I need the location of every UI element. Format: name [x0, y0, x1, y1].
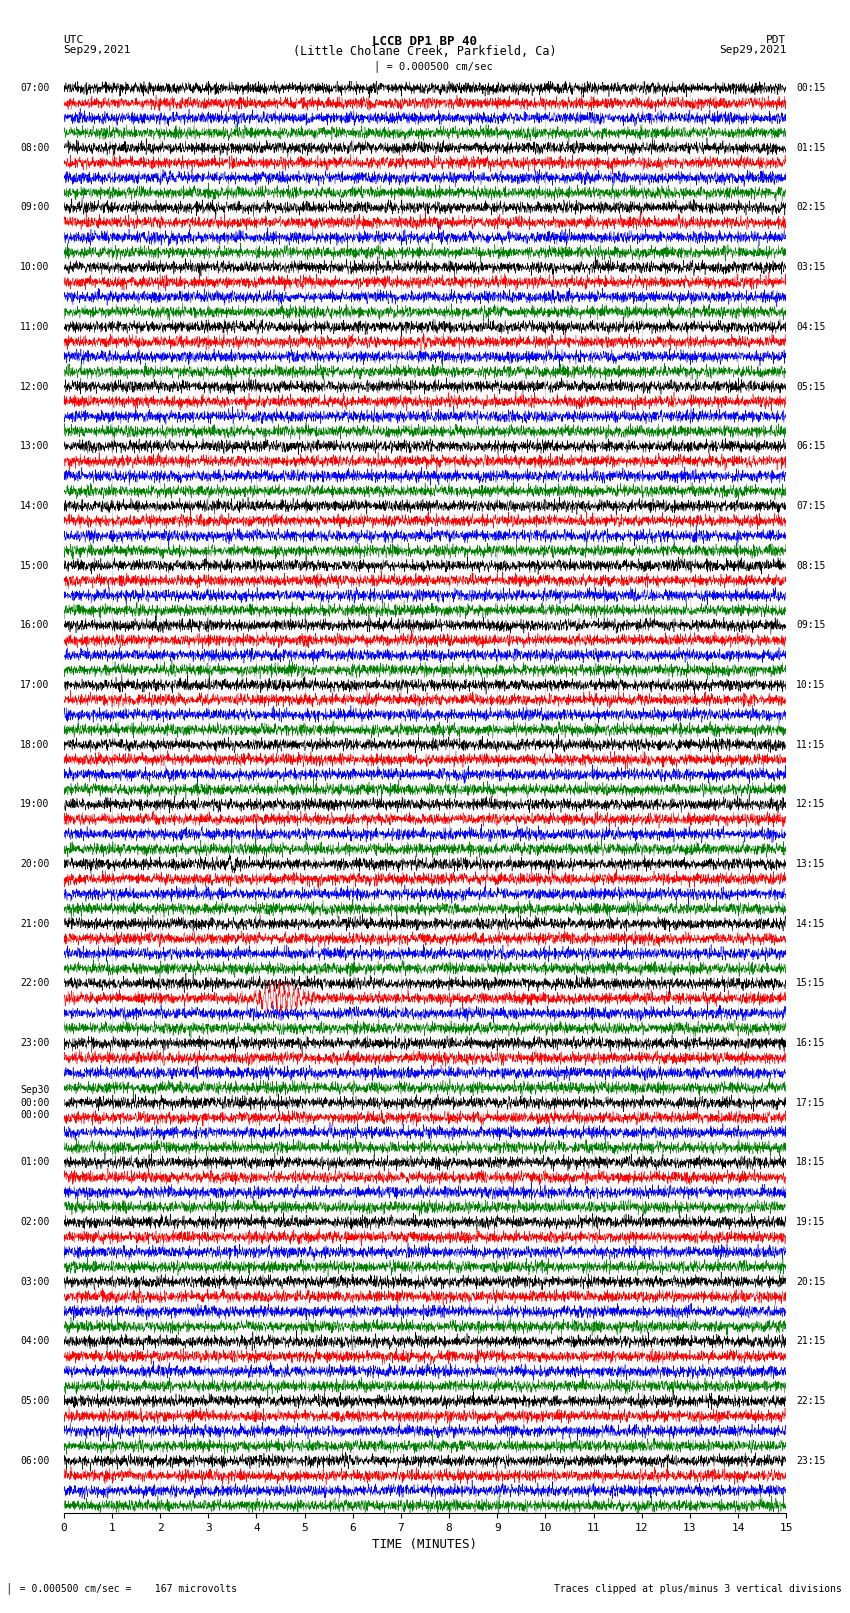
Text: 07:15: 07:15 [796, 502, 825, 511]
Text: Sep29,2021: Sep29,2021 [719, 45, 786, 55]
Text: 15:15: 15:15 [796, 979, 825, 989]
X-axis label: TIME (MINUTES): TIME (MINUTES) [372, 1539, 478, 1552]
Text: 11:15: 11:15 [796, 740, 825, 750]
Text: 15:00: 15:00 [20, 561, 49, 571]
Text: 22:15: 22:15 [796, 1397, 825, 1407]
Text: Sep29,2021: Sep29,2021 [64, 45, 131, 55]
Text: 18:15: 18:15 [796, 1158, 825, 1168]
Text: 16:15: 16:15 [796, 1039, 825, 1048]
Text: 13:00: 13:00 [20, 442, 49, 452]
Text: 04:00: 04:00 [20, 1337, 49, 1347]
Text: 09:15: 09:15 [796, 621, 825, 631]
Text: 06:00: 06:00 [20, 1457, 49, 1466]
Text: 02:15: 02:15 [796, 203, 825, 213]
Text: 08:15: 08:15 [796, 561, 825, 571]
Text: 06:15: 06:15 [796, 442, 825, 452]
Text: 19:00: 19:00 [20, 800, 49, 810]
Text: 21:15: 21:15 [796, 1337, 825, 1347]
Text: 02:00: 02:00 [20, 1218, 49, 1227]
Text: Sep30: Sep30 [20, 1086, 49, 1095]
Text: 18:00: 18:00 [20, 740, 49, 750]
Text: 08:00: 08:00 [20, 144, 49, 153]
Text: PDT: PDT [766, 35, 786, 45]
Text: 21:00: 21:00 [20, 919, 49, 929]
Text: 23:00: 23:00 [20, 1039, 49, 1048]
Text: 09:00: 09:00 [20, 203, 49, 213]
Text: ▏ = 0.000500 cm/sec =    167 microvolts: ▏ = 0.000500 cm/sec = 167 microvolts [8, 1582, 238, 1594]
Text: 17:15: 17:15 [796, 1098, 825, 1108]
Text: 05:15: 05:15 [796, 382, 825, 392]
Text: 00:15: 00:15 [796, 84, 825, 94]
Text: LCCB DP1 BP 40: LCCB DP1 BP 40 [372, 35, 478, 48]
Text: 19:15: 19:15 [796, 1218, 825, 1227]
Text: 01:15: 01:15 [796, 144, 825, 153]
Text: UTC: UTC [64, 35, 84, 45]
Text: (Little Cholane Creek, Parkfield, Ca): (Little Cholane Creek, Parkfield, Ca) [293, 45, 557, 58]
Text: Traces clipped at plus/minus 3 vertical divisions: Traces clipped at plus/minus 3 vertical … [553, 1584, 842, 1594]
Text: 11:00: 11:00 [20, 323, 49, 332]
Text: 10:15: 10:15 [796, 681, 825, 690]
Text: 03:00: 03:00 [20, 1277, 49, 1287]
Text: 17:00: 17:00 [20, 681, 49, 690]
Text: │ = 0.000500 cm/sec: │ = 0.000500 cm/sec [374, 60, 493, 71]
Text: 01:00: 01:00 [20, 1158, 49, 1168]
Text: 14:00: 14:00 [20, 502, 49, 511]
Text: 20:00: 20:00 [20, 860, 49, 869]
Text: 05:00: 05:00 [20, 1397, 49, 1407]
Text: 00:00: 00:00 [20, 1110, 49, 1119]
Text: 23:15: 23:15 [796, 1457, 825, 1466]
Text: 00:00: 00:00 [20, 1098, 49, 1108]
Text: 12:00: 12:00 [20, 382, 49, 392]
Text: 16:00: 16:00 [20, 621, 49, 631]
Text: 22:00: 22:00 [20, 979, 49, 989]
Text: 14:15: 14:15 [796, 919, 825, 929]
Text: 12:15: 12:15 [796, 800, 825, 810]
Text: 20:15: 20:15 [796, 1277, 825, 1287]
Text: 07:00: 07:00 [20, 84, 49, 94]
Text: 03:15: 03:15 [796, 263, 825, 273]
Text: 13:15: 13:15 [796, 860, 825, 869]
Text: 10:00: 10:00 [20, 263, 49, 273]
Text: 04:15: 04:15 [796, 323, 825, 332]
